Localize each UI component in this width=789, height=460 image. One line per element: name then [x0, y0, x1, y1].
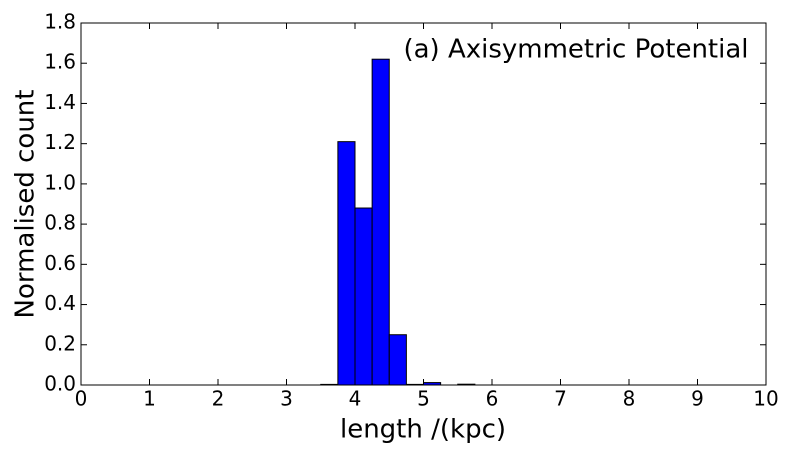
x-tick-label: 8 [623, 387, 636, 411]
y-tick-label: 0.4 [44, 291, 76, 315]
x-tick-label: 2 [212, 387, 225, 411]
y-tick-label: 1.8 [44, 10, 76, 34]
y-tick-label: 0.8 [44, 211, 76, 235]
x-axis-label: length /(kpc) [340, 415, 506, 445]
x-tick-label: 5 [417, 387, 430, 411]
x-tick-label: 4 [349, 387, 362, 411]
bar [388, 334, 407, 386]
x-tick-label: 9 [691, 387, 704, 411]
y-tick-label: 1.2 [44, 130, 76, 154]
plot-frame [80, 22, 767, 386]
bar [354, 207, 373, 386]
x-tick-label: 1 [143, 387, 156, 411]
x-tick-label: 3 [280, 387, 293, 411]
x-tick-label: 10 [753, 387, 778, 411]
y-tick-label: 0.2 [44, 331, 76, 355]
bar [371, 58, 390, 386]
y-axis-label: Normalised count [11, 90, 41, 319]
x-tick-label: 6 [486, 387, 499, 411]
x-tick-label: 0 [75, 387, 88, 411]
y-tick-label: 1.6 [44, 50, 76, 74]
y-tick-label: 0.6 [44, 251, 76, 275]
x-tick-label: 7 [554, 387, 567, 411]
bar [337, 141, 356, 386]
y-tick-label: 1.4 [44, 90, 76, 114]
y-tick-label: 0.0 [44, 372, 76, 396]
annotation: (a) Axisymmetric Potential [403, 35, 748, 65]
y-tick-label: 1.0 [44, 170, 76, 194]
